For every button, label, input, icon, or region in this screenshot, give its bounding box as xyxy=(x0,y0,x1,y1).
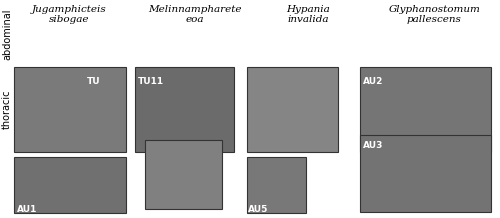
Bar xyxy=(146,140,222,209)
Bar xyxy=(360,135,491,212)
Text: Hypania
invalida: Hypania invalida xyxy=(286,5,330,24)
Text: TU: TU xyxy=(87,77,101,85)
Text: Glyphanostomum
pallescens: Glyphanostomum pallescens xyxy=(388,5,480,24)
Text: AU5: AU5 xyxy=(248,205,268,214)
Text: AU3: AU3 xyxy=(362,141,383,150)
Text: thoracic: thoracic xyxy=(2,90,12,129)
Text: AU1: AU1 xyxy=(17,205,37,214)
Bar xyxy=(14,157,126,213)
Bar xyxy=(14,67,126,152)
Bar xyxy=(246,67,338,152)
Bar xyxy=(360,67,491,152)
Text: Jugamphicteis
sibogae: Jugamphicteis sibogae xyxy=(32,5,106,24)
Text: abdominal: abdominal xyxy=(2,8,12,60)
Bar xyxy=(246,157,306,213)
Text: AU2: AU2 xyxy=(362,77,383,85)
Text: Melinnampharete
eoa: Melinnampharete eoa xyxy=(148,5,242,24)
Bar xyxy=(136,67,234,152)
Text: TU11: TU11 xyxy=(138,77,164,85)
